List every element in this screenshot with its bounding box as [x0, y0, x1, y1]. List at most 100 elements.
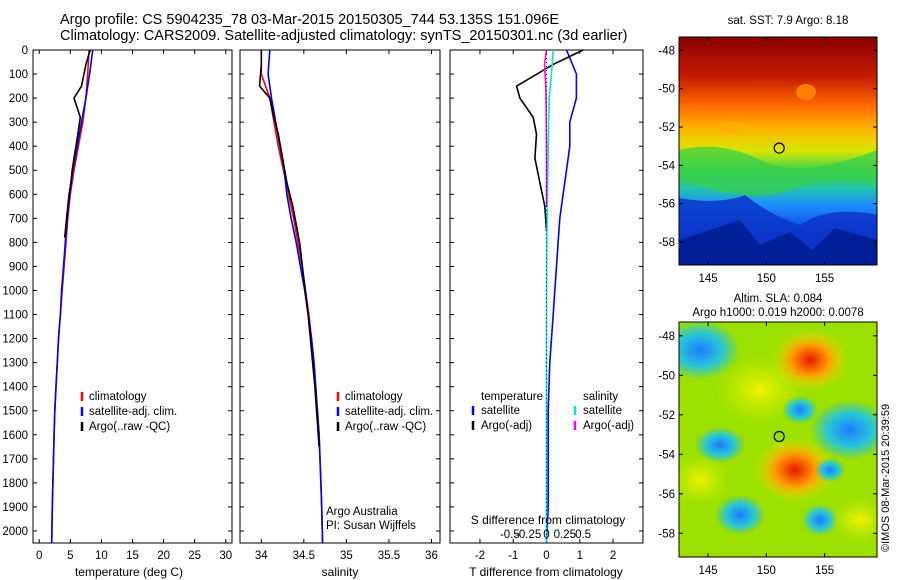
legend-label: satellite-adj. clim.: [89, 406, 177, 418]
x-tick-label: 35.5: [378, 550, 400, 562]
legend-label: satellite: [583, 405, 622, 417]
series-line: [50, 49, 90, 544]
depth-tick-label: 1300: [2, 358, 28, 370]
sst-map: 145 150 155 -48 -50 -52 -54 -56 -58 sat. SST: 7.…: [658, 15, 878, 285]
series-line: [63, 49, 91, 238]
x-tick-label: 1: [577, 550, 583, 562]
depth-tick-label: 1100: [3, 310, 28, 322]
series-line: [260, 50, 324, 544]
temperature-panel: 0100200300400500600700800900100011001200…: [2, 45, 233, 579]
map-y-tick-label: -48: [658, 331, 675, 343]
sst-map-axes: 145 150 155 -48 -50 -52 -54 -56 -58: [658, 37, 877, 285]
sla-map: 145 150 155 -48 -50 -52 -54 -56 -58 Altim. SLA: …: [658, 293, 878, 577]
legend-title-salinity: salinity: [583, 391, 618, 403]
depth-tick-label: 1900: [2, 502, 28, 514]
depth-tick-label: 1500: [2, 406, 28, 418]
depth-tick-label: 900: [9, 261, 28, 273]
map-y-tick-label: -52: [658, 122, 675, 134]
header-line-1: Argo profile: CS 5904235_78 03-Mar-2015 …: [60, 12, 560, 28]
depth-tick-label: 100: [9, 69, 28, 81]
header-line-2: Climatology: CARS2009. Satellite-adjuste…: [60, 28, 628, 44]
legend-label: satellite: [481, 405, 520, 417]
s-tick-label: -0.25: [515, 529, 541, 541]
s-tick-label: 0: [543, 529, 549, 541]
map-x-tick-label: 150: [757, 565, 776, 577]
x-tick-label: 10: [95, 550, 108, 562]
map-y-tick-label: -56: [658, 489, 675, 501]
depth-tick-label: 600: [9, 189, 28, 201]
depth-tick-label: 1800: [2, 478, 28, 490]
credit-text: ©IMOS 08-Mar-2015 20:39:59: [880, 404, 892, 552]
series-line: [515, 49, 584, 231]
depth-tick-label: 500: [9, 165, 28, 177]
float-annotation: PI: Susan Wijffels: [326, 520, 416, 532]
sla-map-title-line-1: Altim. SLA: 0.084: [734, 293, 823, 305]
sla-map-title-line-2: Argo h1000: 0.019 h2000: 0.0078: [692, 307, 863, 319]
s-tick-label: 0.25: [554, 529, 576, 541]
sla-map-axes: 145 150 155 -48 -50 -52 -54 -56 -58: [658, 322, 877, 577]
map-y-tick-label: -58: [658, 237, 675, 249]
depth-tick-label: 2000: [2, 526, 28, 538]
depth-tick-label: 200: [9, 93, 28, 105]
plot-frame: [32, 49, 233, 544]
legend-label: Argo(-adj): [481, 420, 532, 432]
x-tick-label: 0: [36, 550, 42, 562]
map-y-tick-label: -58: [658, 528, 675, 540]
map-x-tick-label: 155: [815, 565, 834, 577]
map-x-tick-label: 145: [699, 565, 718, 577]
depth-tick-label: 700: [9, 213, 28, 225]
x-tick-label: 35: [340, 550, 353, 562]
map-y-tick-label: -48: [658, 45, 675, 57]
depth-tick-label: 800: [9, 237, 28, 249]
x-tick-label: 20: [157, 550, 170, 562]
legend-label: satellite-adj. clim.: [345, 406, 433, 418]
salinity-axis-label: salinity: [322, 565, 359, 579]
map-x-tick-label: 155: [815, 273, 834, 285]
sst-float-location-marker: [773, 142, 785, 154]
x-tick-label: 5: [67, 550, 73, 562]
sla-float-location-marker: [773, 430, 785, 443]
legend-title-temperature: temperature: [481, 391, 543, 403]
s-tick-label: 0.5: [575, 529, 591, 541]
x-tick-label: 36: [425, 550, 438, 562]
depth-tick-label: 400: [9, 141, 28, 153]
series-line: [258, 50, 320, 447]
s-tick-label: -0.5: [500, 529, 520, 541]
depth-tick-label: 0: [22, 45, 28, 57]
float-annotation: Argo Australia: [326, 506, 398, 518]
series-line: [50, 49, 94, 544]
temperature-axis-label: temperature (deg C): [75, 565, 183, 579]
legend-label: climatology: [89, 391, 147, 403]
map-y-tick-label: -50: [658, 84, 675, 96]
legend-label: climatology: [345, 391, 403, 403]
plot-frame: [239, 49, 441, 544]
depth-tick-label: 300: [9, 117, 28, 129]
x-tick-label: -1: [508, 550, 518, 562]
legend-label: Argo(-adj): [583, 420, 634, 432]
x-tick-label: 30: [219, 550, 232, 562]
depth-tick-label: 1400: [2, 382, 28, 394]
map-y-tick-label: -56: [658, 199, 675, 211]
depth-tick-label: 1700: [2, 454, 28, 466]
x-tick-label: -2: [475, 550, 485, 562]
map-y-tick-label: -52: [658, 410, 675, 422]
x-tick-label: 25: [188, 550, 201, 562]
series-line: [545, 49, 578, 544]
x-tick-label: 34: [255, 550, 268, 562]
x-tick-label: 15: [126, 550, 139, 562]
map-x-tick-label: 145: [699, 273, 718, 285]
map-y-tick-label: -50: [658, 370, 675, 382]
x-tick-label: 34.5: [293, 550, 315, 562]
x-tick-label: 2: [610, 550, 616, 562]
x-tick-label: 0: [543, 550, 549, 562]
map-y-tick-label: -54: [658, 449, 675, 461]
salinity-panel: 34 34.5 35 35.5 36 salinity climatology satelli…: [239, 49, 441, 579]
map-x-tick-label: 150: [757, 273, 776, 285]
sst-map-title: sat. SST: 7.9 Argo: 8.18: [728, 15, 849, 27]
salinity-difference-axis-label: S difference from climatology: [471, 513, 626, 527]
difference-panel: -2 -1 0 1 2 T difference from climatology S di…: [449, 49, 644, 579]
legend-label: Argo(..raw -QC): [89, 421, 170, 433]
depth-tick-label: 1600: [2, 430, 28, 442]
depth-tick-label: 1200: [2, 334, 28, 346]
